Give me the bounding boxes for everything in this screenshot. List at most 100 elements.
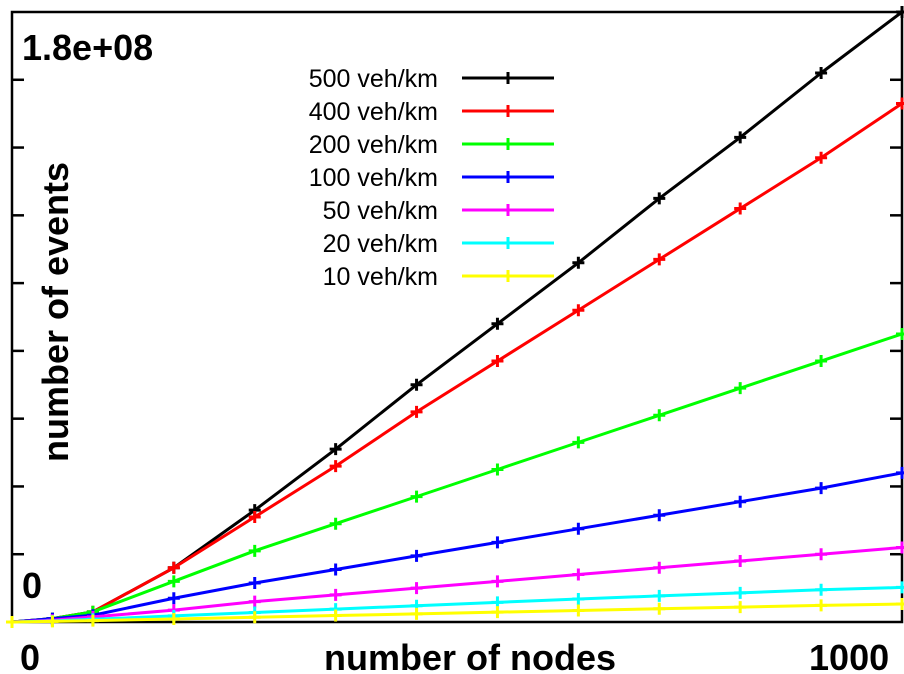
series-line-400-veh-km <box>11 102 903 624</box>
data-point-10-veh-km <box>653 602 666 615</box>
data-point-400-veh-km <box>815 151 828 164</box>
series-layer <box>6 6 904 628</box>
data-point-100-veh-km <box>491 536 504 549</box>
data-point-20-veh-km <box>734 586 747 599</box>
data-point-100-veh-km <box>815 482 828 495</box>
legend-label: 200 veh/km <box>309 131 438 159</box>
data-point-100-veh-km <box>410 549 423 562</box>
data-point-10-veh-km <box>86 614 99 627</box>
data-point-200-veh-km <box>167 575 180 588</box>
data-point-500-veh-km <box>491 317 504 330</box>
legend-item-200-veh-km: 200 veh/km <box>309 131 554 159</box>
data-point-200-veh-km <box>572 436 585 449</box>
data-point-500-veh-km <box>653 192 666 205</box>
data-point-400-veh-km <box>572 304 585 317</box>
legend-marker <box>502 237 514 249</box>
data-point-200-veh-km <box>410 490 423 503</box>
legend-item-50-veh-km: 50 veh/km <box>323 197 554 225</box>
data-point-10-veh-km <box>6 616 18 628</box>
data-point-10-veh-km <box>896 598 904 611</box>
data-point-20-veh-km <box>572 592 585 605</box>
data-point-500-veh-km <box>734 131 747 144</box>
plot-frame <box>10 10 904 624</box>
data-point-400-veh-km <box>734 202 747 215</box>
data-point-200-veh-km <box>491 463 504 476</box>
series-10-veh-km <box>6 598 904 628</box>
data-point-500-veh-km <box>329 443 342 456</box>
data-point-400-veh-km <box>491 355 504 368</box>
data-point-500-veh-km <box>410 378 423 391</box>
axis-labels: number of nodes number of events <box>35 162 616 674</box>
legend-item-500-veh-km: 500 veh/km <box>309 65 554 93</box>
data-point-200-veh-km <box>815 355 828 368</box>
data-point-50-veh-km <box>896 541 904 554</box>
data-point-50-veh-km <box>815 548 828 561</box>
legend-label: 50 veh/km <box>323 197 438 225</box>
data-point-200-veh-km <box>248 544 261 557</box>
data-point-10-veh-km <box>572 604 585 617</box>
y-tick-label: 0 <box>22 565 42 606</box>
data-point-10-veh-km <box>734 601 747 614</box>
data-point-20-veh-km <box>653 589 666 602</box>
data-point-500-veh-km <box>815 67 828 79</box>
legend-item-400-veh-km: 400 veh/km <box>309 98 554 126</box>
data-point-400-veh-km <box>410 405 423 418</box>
data-point-10-veh-km <box>815 599 828 612</box>
data-point-200-veh-km <box>734 382 747 395</box>
data-point-400-veh-km <box>896 97 904 110</box>
data-point-400-veh-km <box>653 253 666 266</box>
data-point-20-veh-km <box>815 583 828 596</box>
data-point-10-veh-km <box>248 611 261 624</box>
series-line-200-veh-km <box>11 332 903 624</box>
legend-label: 10 veh/km <box>323 263 438 291</box>
x-axis-label: number of nodes <box>324 637 616 674</box>
data-point-100-veh-km <box>248 577 261 590</box>
data-point-10-veh-km <box>491 606 504 619</box>
series-200-veh-km <box>6 327 904 628</box>
data-point-200-veh-km <box>653 409 666 422</box>
legend-label: 100 veh/km <box>309 164 438 192</box>
data-point-50-veh-km <box>410 582 423 595</box>
data-point-100-veh-km <box>329 563 342 576</box>
legend: 500 veh/km 400 veh/km 200 veh/km 100 veh/km… <box>309 65 554 291</box>
data-point-50-veh-km <box>572 568 585 581</box>
y-axis-label: number of events <box>35 162 76 462</box>
data-point-500-veh-km <box>572 256 585 269</box>
data-point-100-veh-km <box>734 495 747 508</box>
series-line-100-veh-km <box>11 471 903 624</box>
legend-label: 400 veh/km <box>309 98 438 126</box>
data-point-50-veh-km <box>248 595 261 608</box>
data-point-50-veh-km <box>734 555 747 567</box>
data-point-10-veh-km <box>167 612 180 625</box>
legend-marker <box>502 270 514 282</box>
legend-marker <box>502 105 514 117</box>
axis-ticks: 0 1.8e+08 0 1000 <box>12 27 902 674</box>
legend-marker <box>502 204 514 216</box>
data-point-400-veh-km <box>167 561 180 574</box>
legend-item-10-veh-km: 10 veh/km <box>323 263 554 291</box>
x-tick-label: 0 <box>20 637 40 674</box>
data-point-200-veh-km <box>329 517 342 530</box>
data-point-100-veh-km <box>167 592 180 605</box>
data-point-10-veh-km <box>329 609 342 622</box>
legend-label: 500 veh/km <box>309 65 438 93</box>
legend-item-100-veh-km: 100 veh/km <box>309 164 554 192</box>
legend-marker <box>502 72 514 84</box>
legend-marker <box>502 171 514 183</box>
data-point-50-veh-km <box>653 561 666 574</box>
data-point-100-veh-km <box>896 466 904 479</box>
legend-item-20-veh-km: 20 veh/km <box>323 230 554 258</box>
y-tick-label: 1.8e+08 <box>22 27 153 68</box>
data-point-50-veh-km <box>329 588 342 601</box>
data-point-100-veh-km <box>572 522 585 535</box>
series-500-veh-km <box>6 6 904 628</box>
x-tick-label: 1000 <box>809 637 889 674</box>
data-point-20-veh-km <box>896 581 904 594</box>
data-point-10-veh-km <box>46 615 59 628</box>
legend-marker <box>502 138 514 150</box>
data-point-50-veh-km <box>491 575 504 588</box>
legend-label: 20 veh/km <box>323 230 438 258</box>
data-point-10-veh-km <box>410 607 423 620</box>
data-point-100-veh-km <box>653 509 666 522</box>
